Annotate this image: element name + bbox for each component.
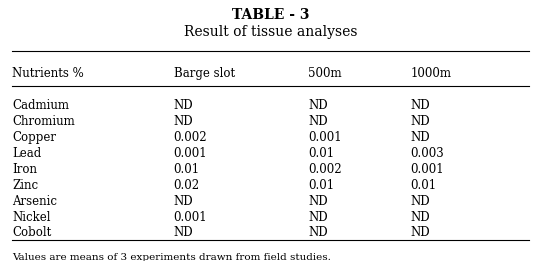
Text: 0.001: 0.001 bbox=[411, 163, 444, 176]
Text: 0.01: 0.01 bbox=[411, 179, 437, 192]
Text: 0.01: 0.01 bbox=[308, 179, 334, 192]
Text: ND: ND bbox=[411, 195, 430, 208]
Text: ND: ND bbox=[411, 227, 430, 239]
Text: Result of tissue analyses: Result of tissue analyses bbox=[184, 25, 357, 39]
Text: ND: ND bbox=[308, 227, 328, 239]
Text: ND: ND bbox=[411, 99, 430, 112]
Text: Arsenic: Arsenic bbox=[12, 195, 57, 208]
Text: ND: ND bbox=[308, 195, 328, 208]
Text: 0.02: 0.02 bbox=[174, 179, 200, 192]
Text: 0.003: 0.003 bbox=[411, 147, 444, 160]
Text: Lead: Lead bbox=[12, 147, 42, 160]
Text: ND: ND bbox=[308, 115, 328, 128]
Text: ND: ND bbox=[411, 131, 430, 144]
Text: 500m: 500m bbox=[308, 67, 342, 80]
Text: ND: ND bbox=[411, 115, 430, 128]
Text: 0.01: 0.01 bbox=[308, 147, 334, 160]
Text: 0.001: 0.001 bbox=[174, 211, 207, 224]
Text: 0.001: 0.001 bbox=[308, 131, 342, 144]
Text: Copper: Copper bbox=[12, 131, 56, 144]
Text: Cadmium: Cadmium bbox=[12, 99, 69, 112]
Text: Cobolt: Cobolt bbox=[12, 227, 51, 239]
Text: 0.001: 0.001 bbox=[174, 147, 207, 160]
Text: ND: ND bbox=[411, 211, 430, 224]
Text: ND: ND bbox=[174, 227, 193, 239]
Text: Iron: Iron bbox=[12, 163, 37, 176]
Text: Zinc: Zinc bbox=[12, 179, 38, 192]
Text: ND: ND bbox=[308, 99, 328, 112]
Text: ND: ND bbox=[174, 195, 193, 208]
Text: ND: ND bbox=[174, 115, 193, 128]
Text: Chromium: Chromium bbox=[12, 115, 75, 128]
Text: Barge slot: Barge slot bbox=[174, 67, 235, 80]
Text: 0.002: 0.002 bbox=[308, 163, 342, 176]
Text: TABLE - 3: TABLE - 3 bbox=[232, 8, 309, 22]
Text: 0.002: 0.002 bbox=[174, 131, 207, 144]
Text: ND: ND bbox=[174, 99, 193, 112]
Text: 0.01: 0.01 bbox=[174, 163, 200, 176]
Text: 1000m: 1000m bbox=[411, 67, 451, 80]
Text: Nutrients %: Nutrients % bbox=[12, 67, 84, 80]
Text: Nickel: Nickel bbox=[12, 211, 51, 224]
Text: Values are means of 3 experiments drawn from field studies.: Values are means of 3 experiments drawn … bbox=[12, 253, 331, 261]
Text: ND: ND bbox=[308, 211, 328, 224]
